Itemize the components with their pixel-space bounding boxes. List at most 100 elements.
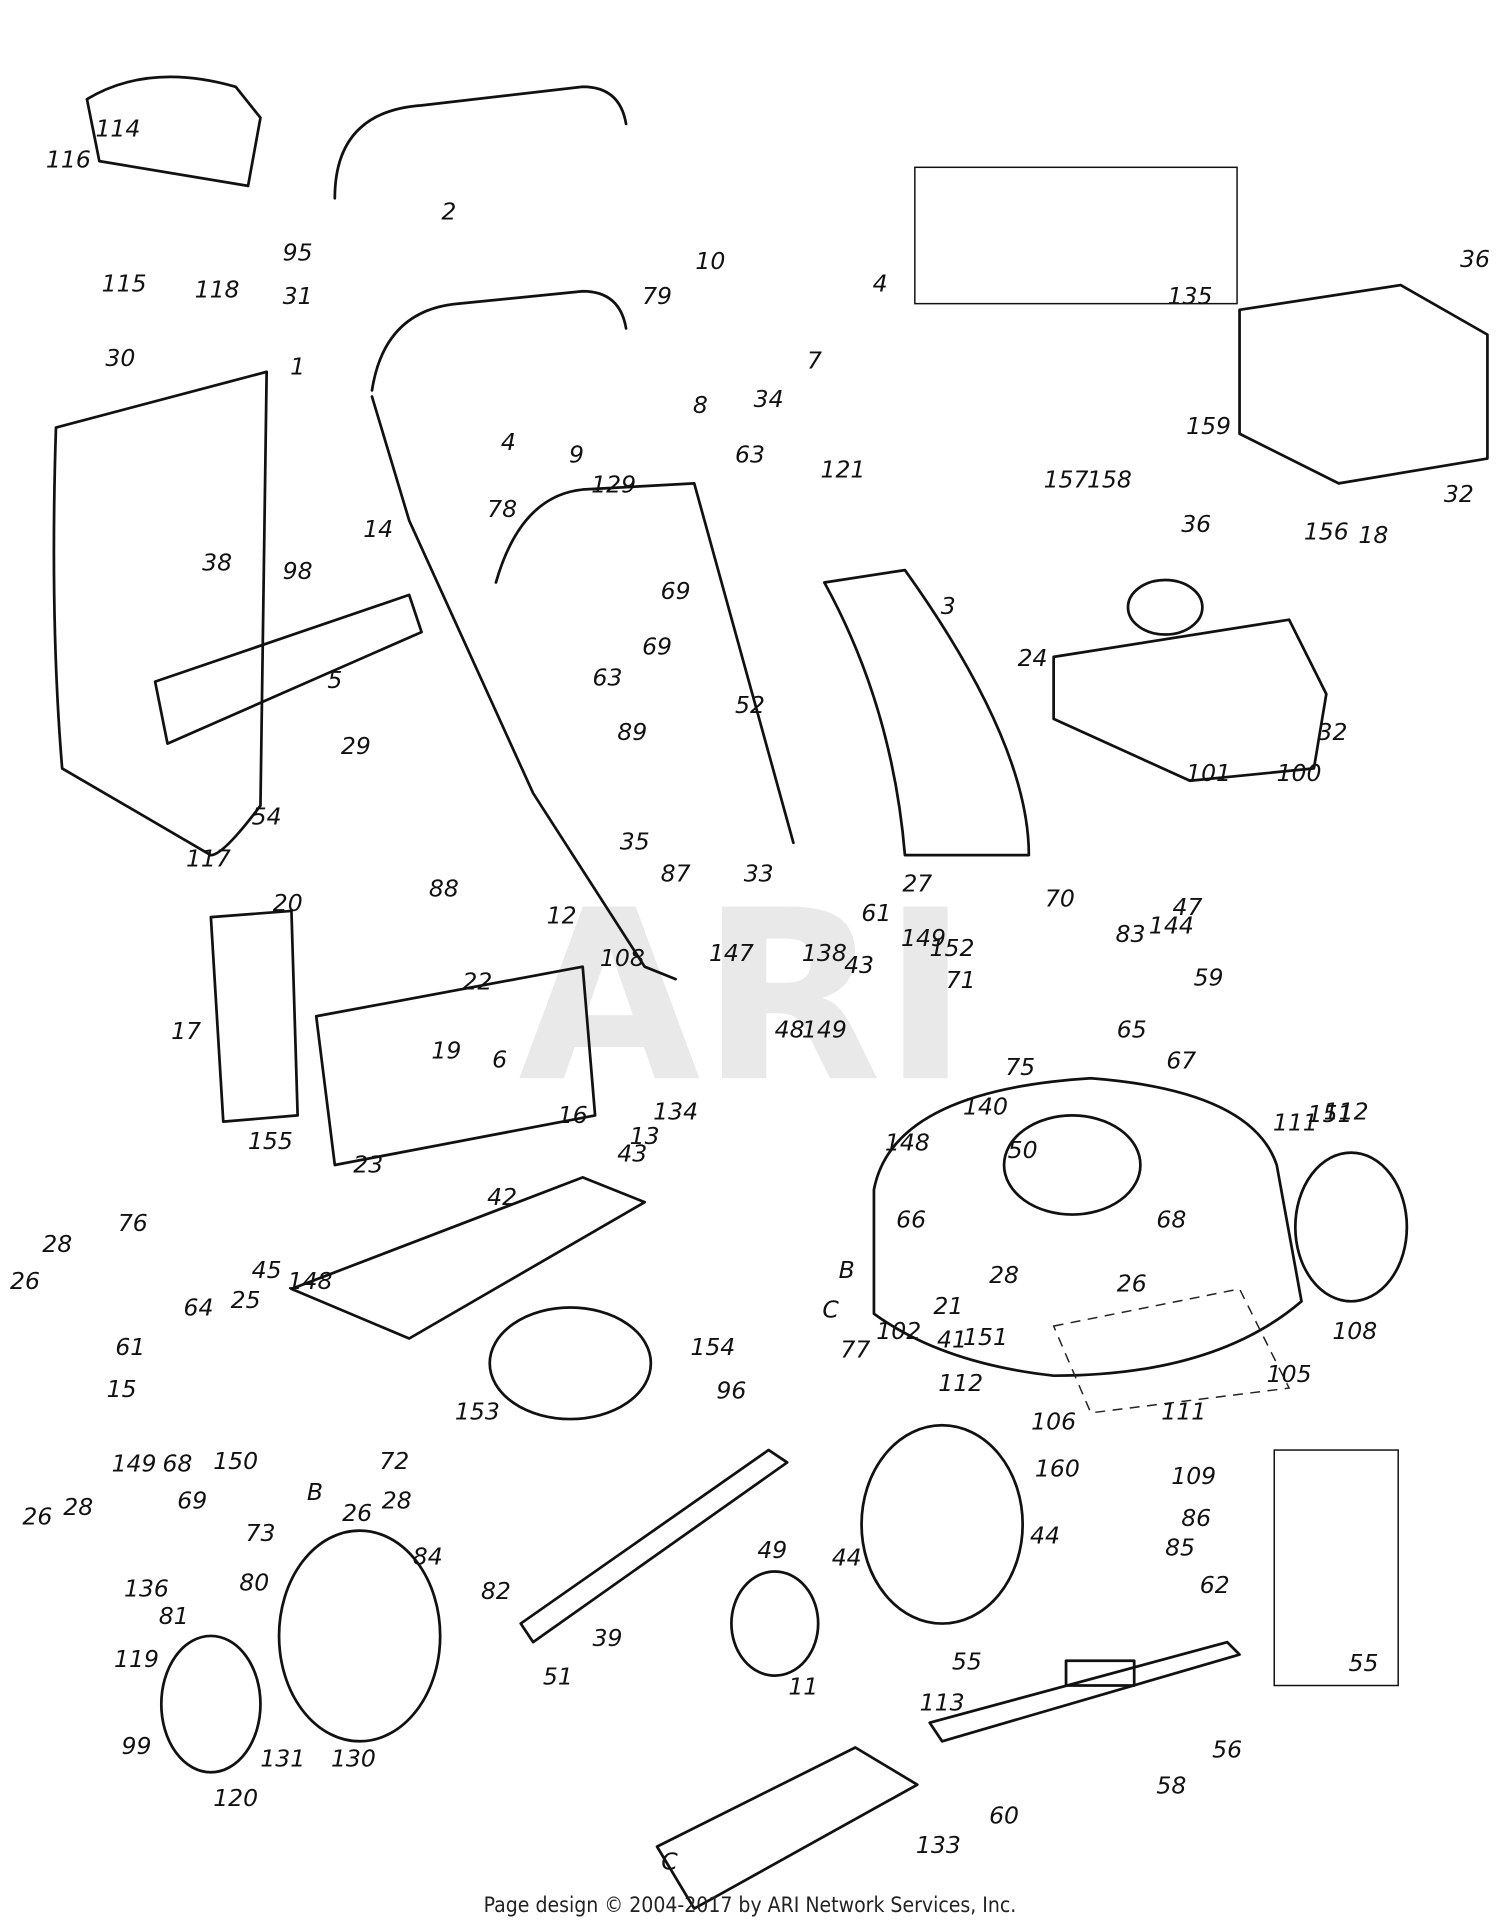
part-number: 14 — [363, 515, 393, 543]
part-number: 41 — [937, 1325, 967, 1353]
part-number: 148 — [288, 1267, 333, 1295]
part-number: 69 — [642, 633, 672, 661]
part-number: C — [822, 1296, 839, 1324]
part-number: 26 — [22, 1503, 52, 1531]
part-number: 55 — [952, 1648, 982, 1676]
discharge-chute — [822, 568, 1031, 857]
part-number: 18 — [1358, 521, 1388, 549]
part-number: 69 — [177, 1487, 207, 1515]
part-number: 3 — [941, 592, 956, 620]
rear-flap — [209, 909, 299, 1123]
part-number: 114 — [95, 115, 140, 143]
part-number: 45 — [252, 1256, 282, 1284]
upper-handle — [333, 85, 628, 200]
part-number: 157 — [1044, 465, 1089, 493]
bag-frame — [153, 593, 423, 745]
part-number: 61 — [861, 899, 891, 927]
part-number: 62 — [1200, 1571, 1230, 1599]
part-number: 105 — [1267, 1360, 1312, 1388]
part-number: 79 — [642, 282, 672, 310]
part-number: 152 — [930, 934, 975, 962]
part-number: 2 — [441, 198, 456, 226]
grass-bag — [52, 370, 269, 857]
rear-wheel — [277, 1529, 442, 1743]
part-number: 88 — [429, 874, 459, 902]
part-number: 117 — [186, 845, 231, 873]
part-number: 12 — [547, 902, 577, 930]
part-number: 65 — [1117, 1016, 1147, 1044]
part-number: 121 — [820, 455, 865, 483]
part-number: 71 — [946, 966, 976, 994]
part-number: 154 — [690, 1333, 735, 1361]
part-number: 61 — [115, 1333, 145, 1361]
part-number: 153 — [455, 1397, 500, 1425]
part-number: 63 — [592, 664, 622, 692]
part-number: 34 — [754, 385, 784, 413]
hub-cap — [159, 1634, 262, 1774]
part-number: 136 — [124, 1575, 169, 1603]
wheel-cover — [730, 1570, 820, 1677]
part-number: 4 — [501, 428, 516, 456]
part-number: 95 — [283, 239, 313, 267]
part-number: 28 — [63, 1493, 93, 1521]
part-number: 29 — [341, 732, 371, 760]
part-number: 58 — [1156, 1772, 1186, 1800]
part-number: B — [839, 1256, 855, 1284]
part-number: 15 — [107, 1375, 137, 1403]
part-number: 48 — [775, 1016, 805, 1044]
part-number: 73 — [245, 1519, 275, 1547]
part-number: 159 — [1186, 412, 1231, 440]
part-number: 149 — [901, 924, 946, 952]
part-number: 120 — [213, 1784, 258, 1812]
part-number: 98 — [283, 557, 313, 585]
part-number: 76 — [118, 1209, 148, 1237]
rear-door — [314, 965, 597, 1167]
part-number: 51 — [543, 1663, 573, 1691]
part-number: 81 — [159, 1602, 189, 1630]
part-number: 42 — [487, 1183, 517, 1211]
part-number: 22 — [462, 967, 492, 995]
part-number: 28 — [42, 1230, 72, 1258]
part-number: 16 — [558, 1101, 588, 1129]
blade — [928, 1640, 1241, 1743]
part-number: 28 — [989, 1261, 1019, 1289]
engine-upper — [1238, 283, 1489, 485]
part-number: 129 — [591, 470, 636, 498]
front-wheel-2 — [1293, 1151, 1409, 1303]
part-number: 54 — [252, 802, 282, 830]
part-number: 138 — [802, 939, 847, 967]
handle-cover — [85, 75, 262, 188]
part-number: 89 — [617, 718, 647, 746]
part-number: 134 — [653, 1097, 698, 1125]
part-number: 108 — [600, 944, 645, 972]
part-number: 131 — [260, 1744, 305, 1772]
part-number: 43 — [617, 1140, 647, 1168]
part-number: 55 — [1349, 1649, 1379, 1677]
engine-lower — [1052, 618, 1328, 783]
part-number: 21 — [933, 1292, 963, 1320]
part-number: 36 — [1460, 245, 1490, 273]
part-number: 23 — [353, 1151, 383, 1179]
part-number: 20 — [273, 889, 303, 917]
part-number: 31 — [283, 282, 313, 310]
part-number: 140 — [963, 1092, 1008, 1120]
part-number: 1 — [290, 353, 305, 381]
part-number: 78 — [487, 495, 517, 523]
part-number: 38 — [202, 548, 232, 576]
part-number: 69 — [661, 577, 691, 605]
part-number: 108 — [1332, 1317, 1377, 1345]
part-number: 5 — [327, 666, 342, 694]
part-number: 63 — [735, 441, 765, 469]
part-number: 17 — [171, 1017, 201, 1045]
part-number: 100 — [1277, 759, 1322, 787]
blade-adapter — [1064, 1659, 1136, 1687]
part-number: 26 — [342, 1499, 372, 1527]
part-number: 70 — [1045, 884, 1075, 912]
part-number: 24 — [1018, 644, 1048, 672]
part-number: 85 — [1165, 1534, 1195, 1562]
part-number: 149 — [802, 1016, 847, 1044]
baffle — [519, 1448, 789, 1644]
deck-outline — [1052, 1288, 1291, 1414]
part-number: 19 — [431, 1037, 461, 1065]
part-number: 149 — [112, 1449, 157, 1477]
